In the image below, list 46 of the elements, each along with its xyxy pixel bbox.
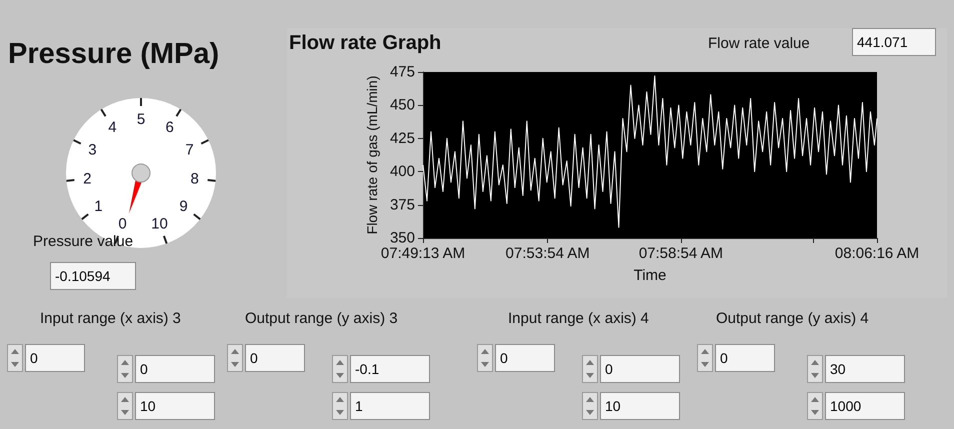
text: 0	[600, 355, 680, 383]
chart-title: Flow rate Graph	[289, 32, 442, 55]
text: Output range (y axis) 4	[716, 310, 869, 327]
y-tick-label: 350	[390, 230, 415, 246]
text: 1000	[825, 392, 905, 420]
text: 1	[350, 392, 430, 420]
y-tick-label: 400	[390, 163, 415, 180]
text: 1	[94, 198, 103, 216]
y-tick-label: 425	[390, 130, 415, 147]
y-axis-title: Flow rate of gas (mL/min)	[364, 76, 380, 234]
text: Input range (x axis) 4	[508, 310, 649, 327]
line-series	[422, 75, 878, 228]
text: 10	[600, 392, 680, 420]
text: 2	[83, 170, 92, 188]
text: Pressure (MPa)	[8, 38, 220, 71]
text: 3	[88, 141, 97, 158]
text: 0	[25, 344, 85, 372]
text: 441.071	[852, 28, 936, 56]
text: 10	[135, 392, 215, 420]
text: Output range (y axis) 3	[245, 310, 398, 327]
text: 0	[715, 344, 775, 372]
text: 0	[245, 344, 305, 372]
x-tick-label: 07:53:54 AM	[506, 245, 590, 262]
y-tick-label: 475	[390, 64, 415, 80]
text: 4	[108, 119, 117, 136]
text: 8	[190, 170, 199, 188]
text: 6	[165, 119, 174, 136]
text: Flow rate value	[708, 35, 810, 52]
x-tick-label: 07:49:13 AM	[380, 245, 466, 262]
text: Pressure value	[33, 233, 134, 250]
data-label: -0.10594	[50, 262, 136, 290]
text: 0	[118, 216, 127, 233]
text: 5	[136, 111, 146, 128]
x-tick-label: 07:58:54 AM	[638, 245, 724, 262]
text: 7	[185, 141, 194, 158]
x-tick-label: 08:06:16 AM	[834, 245, 920, 262]
x-axis-title: Time	[634, 267, 666, 284]
text: -0.1	[350, 355, 430, 383]
y-tick-label: 375	[390, 196, 415, 214]
text: 9	[179, 198, 188, 216]
text: 30	[825, 355, 905, 383]
text: Input range (x axis) 3	[40, 310, 181, 327]
text: 0	[495, 344, 555, 372]
text: 0	[135, 355, 215, 383]
y-tick-label: 450	[390, 96, 415, 114]
text: 10	[151, 216, 168, 233]
